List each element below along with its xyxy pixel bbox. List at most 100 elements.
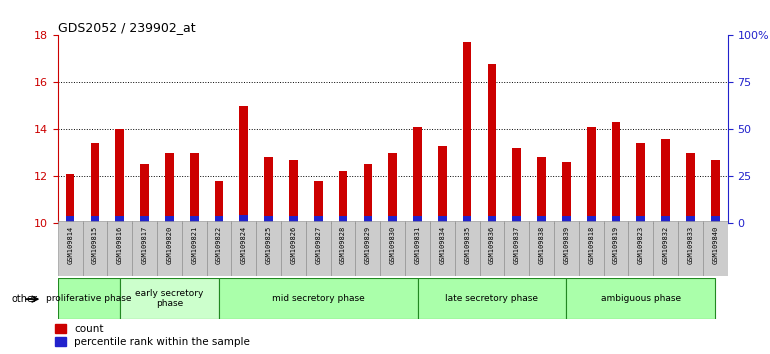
Text: GSM109832: GSM109832 xyxy=(663,225,668,264)
Bar xyxy=(314,216,323,223)
Text: GSM109833: GSM109833 xyxy=(688,225,694,264)
Bar xyxy=(140,164,149,223)
Bar xyxy=(703,221,728,276)
Bar xyxy=(628,221,653,276)
Text: GSM109826: GSM109826 xyxy=(290,225,296,264)
Text: GSM109830: GSM109830 xyxy=(390,225,396,264)
Text: GSM109814: GSM109814 xyxy=(67,225,73,264)
Bar xyxy=(190,153,199,223)
Text: GSM109840: GSM109840 xyxy=(712,225,718,264)
Bar xyxy=(363,164,372,223)
Bar xyxy=(256,221,281,276)
Bar xyxy=(289,216,298,223)
Bar xyxy=(537,157,546,223)
Text: GSM109818: GSM109818 xyxy=(588,225,594,264)
Bar xyxy=(65,216,75,223)
Bar xyxy=(487,64,497,223)
Bar xyxy=(289,160,298,223)
Text: ambiguous phase: ambiguous phase xyxy=(601,294,681,303)
Bar xyxy=(264,216,273,223)
Text: other: other xyxy=(12,294,38,304)
Bar xyxy=(405,221,430,276)
Bar xyxy=(239,215,248,223)
Bar xyxy=(91,143,99,223)
Bar xyxy=(413,127,422,223)
Bar xyxy=(215,216,223,223)
Bar xyxy=(116,129,124,223)
Bar xyxy=(306,221,330,276)
Bar xyxy=(239,106,248,223)
Bar xyxy=(637,216,645,223)
Bar xyxy=(512,148,521,223)
Bar xyxy=(120,278,219,319)
Bar xyxy=(686,216,695,223)
Bar xyxy=(455,221,480,276)
Bar xyxy=(356,221,380,276)
Bar xyxy=(438,145,447,223)
Bar xyxy=(661,216,670,223)
Bar xyxy=(132,221,157,276)
Bar xyxy=(604,221,628,276)
Bar xyxy=(58,221,82,276)
Text: GSM109829: GSM109829 xyxy=(365,225,371,264)
Bar xyxy=(463,42,471,223)
Bar xyxy=(686,153,695,223)
Bar xyxy=(58,278,120,319)
Bar xyxy=(281,221,306,276)
Bar xyxy=(264,157,273,223)
Text: GSM109823: GSM109823 xyxy=(638,225,644,264)
Bar xyxy=(567,278,715,319)
Bar xyxy=(611,216,621,223)
Bar xyxy=(554,221,579,276)
Text: GSM109820: GSM109820 xyxy=(166,225,172,264)
Bar xyxy=(330,221,356,276)
Bar xyxy=(463,216,471,223)
Text: GSM109827: GSM109827 xyxy=(315,225,321,264)
Bar xyxy=(82,221,107,276)
Bar xyxy=(587,127,595,223)
Bar xyxy=(339,171,347,223)
Bar xyxy=(430,221,455,276)
Bar xyxy=(206,221,232,276)
Bar xyxy=(417,278,567,319)
Bar xyxy=(537,216,546,223)
Bar xyxy=(232,221,256,276)
Bar xyxy=(529,221,554,276)
Text: GSM109837: GSM109837 xyxy=(514,225,520,264)
Text: GSM109836: GSM109836 xyxy=(489,225,495,264)
Text: GDS2052 / 239902_at: GDS2052 / 239902_at xyxy=(58,21,196,34)
Text: GSM109816: GSM109816 xyxy=(117,225,122,264)
Bar xyxy=(339,216,347,223)
Legend: count, percentile rank within the sample: count, percentile rank within the sample xyxy=(55,324,250,347)
Bar xyxy=(314,181,323,223)
Bar xyxy=(579,221,604,276)
Text: early secretory
phase: early secretory phase xyxy=(136,289,203,308)
Bar xyxy=(711,160,720,223)
Bar xyxy=(587,216,595,223)
Text: GSM109831: GSM109831 xyxy=(414,225,420,264)
Bar xyxy=(157,221,182,276)
Text: GSM109825: GSM109825 xyxy=(266,225,272,264)
Text: late secretory phase: late secretory phase xyxy=(445,294,538,303)
Text: GSM109815: GSM109815 xyxy=(92,225,98,264)
Bar xyxy=(65,174,75,223)
Bar xyxy=(190,216,199,223)
Text: GSM109822: GSM109822 xyxy=(216,225,222,264)
Bar xyxy=(413,216,422,223)
Bar xyxy=(182,221,206,276)
Bar xyxy=(678,221,703,276)
Bar xyxy=(487,216,497,223)
Bar xyxy=(215,181,223,223)
Text: proliferative phase: proliferative phase xyxy=(46,294,132,303)
Text: GSM109819: GSM109819 xyxy=(613,225,619,264)
Bar xyxy=(504,221,529,276)
Bar xyxy=(611,122,621,223)
Text: mid secretory phase: mid secretory phase xyxy=(272,294,365,303)
Text: GSM109839: GSM109839 xyxy=(564,225,569,264)
Bar xyxy=(219,278,417,319)
Bar xyxy=(661,139,670,223)
Bar xyxy=(140,216,149,223)
Bar xyxy=(480,221,504,276)
Bar xyxy=(562,216,571,223)
Bar xyxy=(438,216,447,223)
